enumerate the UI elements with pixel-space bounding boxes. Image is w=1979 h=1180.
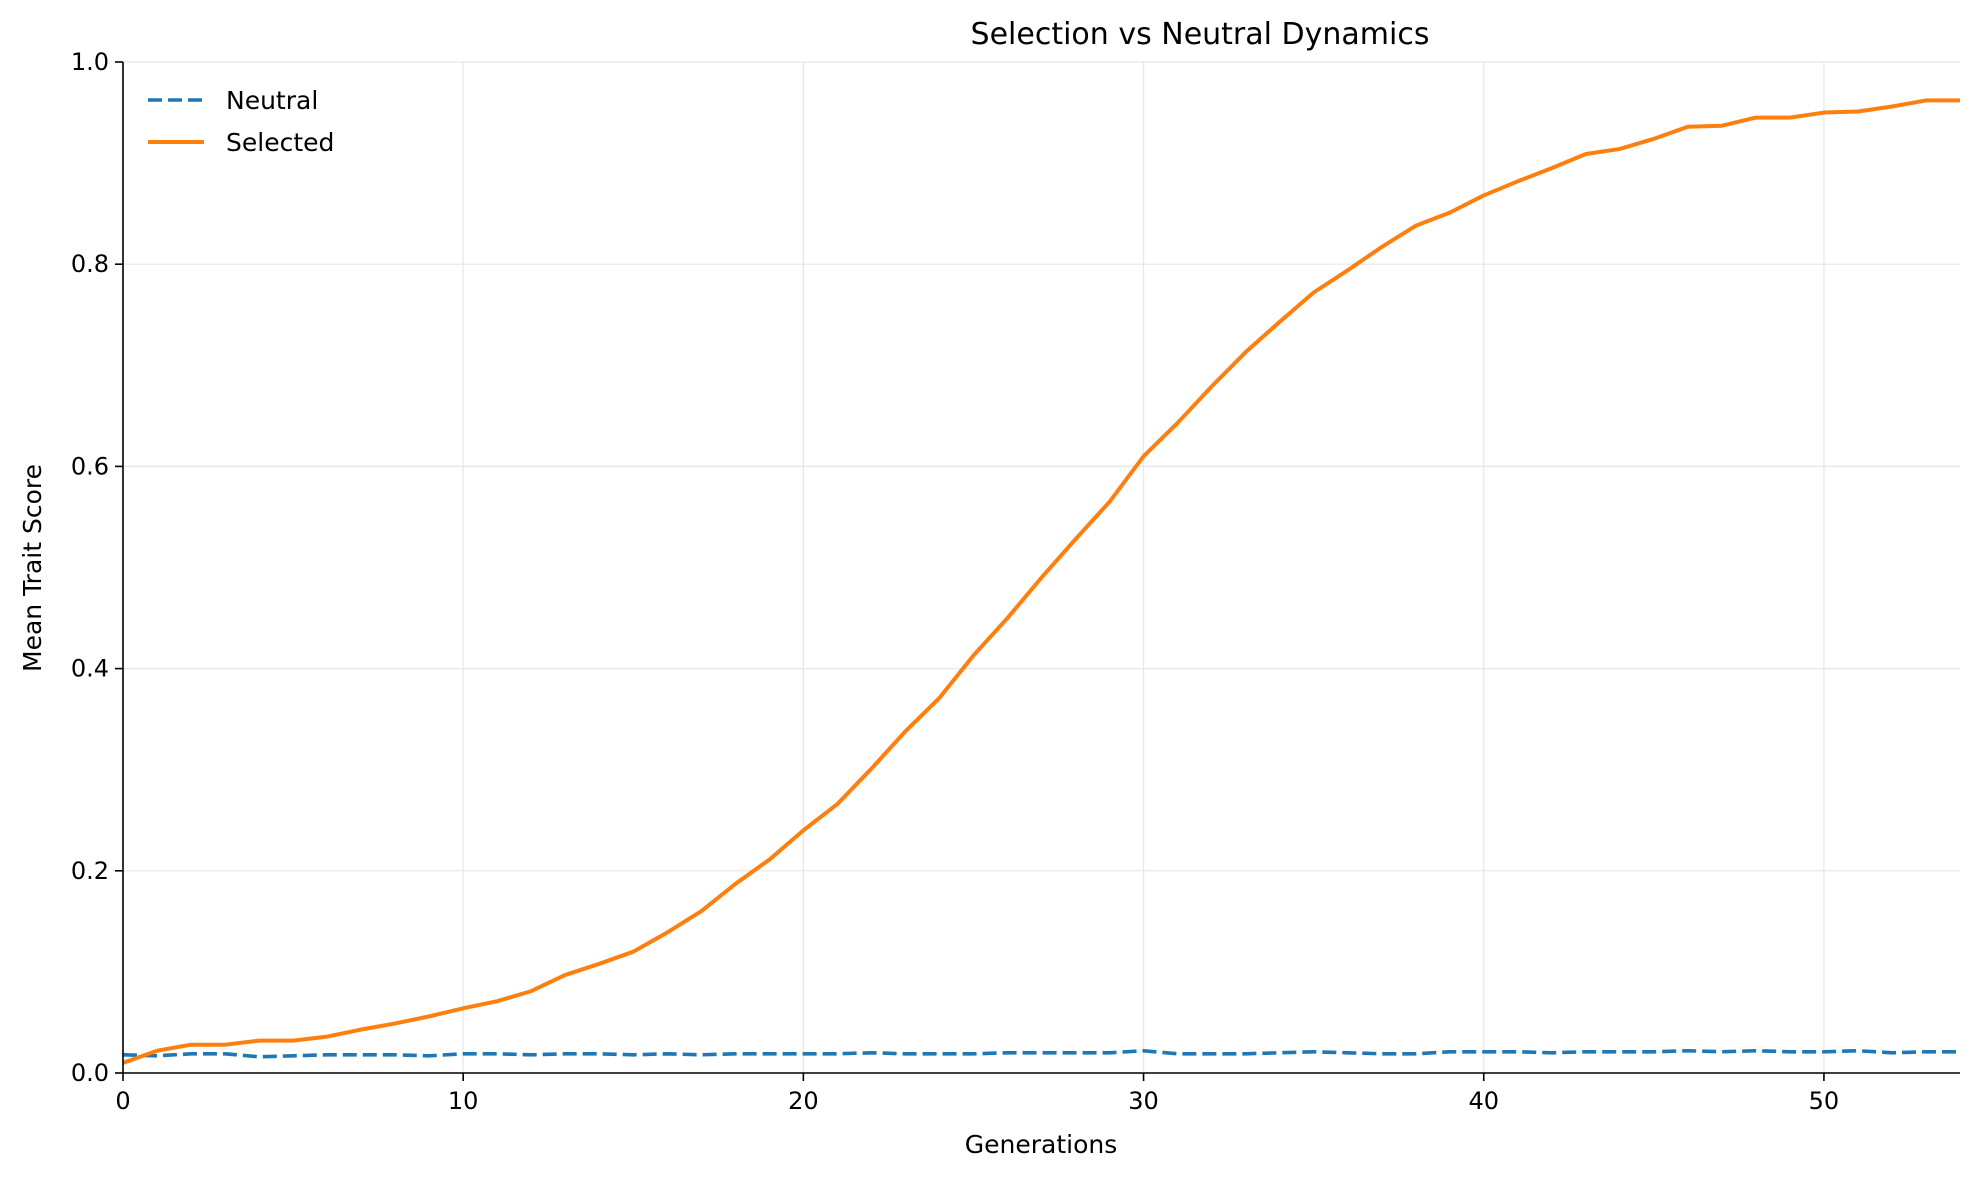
x-tick-label: 30: [1128, 1087, 1159, 1115]
y-tick-label: 0.0: [71, 1059, 109, 1087]
grid: [122, 61, 1960, 1074]
legend-label-neutral: Neutral: [226, 86, 318, 115]
y-tick-label: 0.2: [71, 857, 109, 885]
chart-title: Selection vs Neutral Dynamics: [971, 17, 1430, 52]
x-tick-label: 20: [788, 1087, 819, 1115]
y-tick-label: 0.6: [71, 452, 109, 480]
x-axis-label: Generations: [965, 1130, 1118, 1159]
series-layer: [122, 98, 1960, 1065]
series-line-neutral: [122, 1048, 1960, 1059]
legend: Neutral Selected: [148, 86, 334, 157]
y-tick-label: 0.4: [71, 655, 109, 683]
x-tick-label: 40: [1468, 1087, 1499, 1115]
ticks: 0 10 20 30 40 50 0.0 0.2 0.4 0.6 0.8 1.0: [71, 48, 1839, 1115]
x-tick-label: 50: [1809, 1087, 1840, 1115]
series-line-selected: [122, 98, 1960, 1065]
axes: [122, 62, 1960, 1074]
y-axis-label: Mean Trait Score: [18, 464, 47, 672]
x-tick-label: 0: [115, 1087, 130, 1115]
y-tick-label: 1.0: [71, 48, 109, 76]
y-tick-label: 0.8: [71, 250, 109, 278]
x-tick-label: 10: [448, 1087, 479, 1115]
legend-label-selected: Selected: [226, 128, 334, 157]
